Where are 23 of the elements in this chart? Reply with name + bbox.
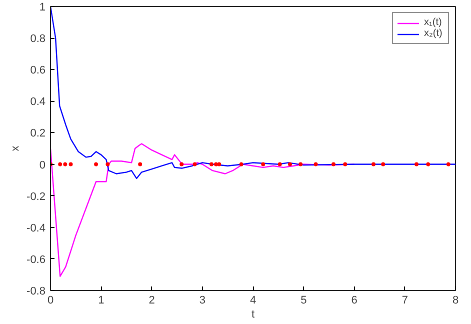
y-tick-label: -0.4 [26,222,46,234]
x-tick-label: 2 [148,294,155,306]
y-tick-label: 1 [39,2,46,14]
y-tick-label: 0.6 [30,64,46,77]
y-tick-label: -0.8 [26,286,46,298]
y-tick-label: 0.8 [30,33,46,46]
legend-label: x₁(t) [424,17,443,28]
x-tick-label: 4 [250,294,256,306]
x-tick-label: 8 [452,294,459,306]
y-tick-label: 0 [39,159,46,172]
x-tick-label: 3 [199,294,206,306]
x-tick-label: 0 [47,294,54,306]
y-tick-label: 0.2 [30,128,46,140]
y-tick-label: 0.4 [30,96,46,108]
x-tick-label: 5 [300,294,307,306]
legend-label: x₂(t) [424,28,444,39]
x-tick-label: 1 [98,294,104,306]
x-tick-label: 6 [351,294,358,306]
y-tick-label: -0.6 [26,254,46,266]
x-tick-label: 7 [402,294,408,306]
y-axis-title: x [10,145,22,152]
x-axis-title: t [251,308,255,320]
y-tick-label: -0.2 [26,190,46,203]
